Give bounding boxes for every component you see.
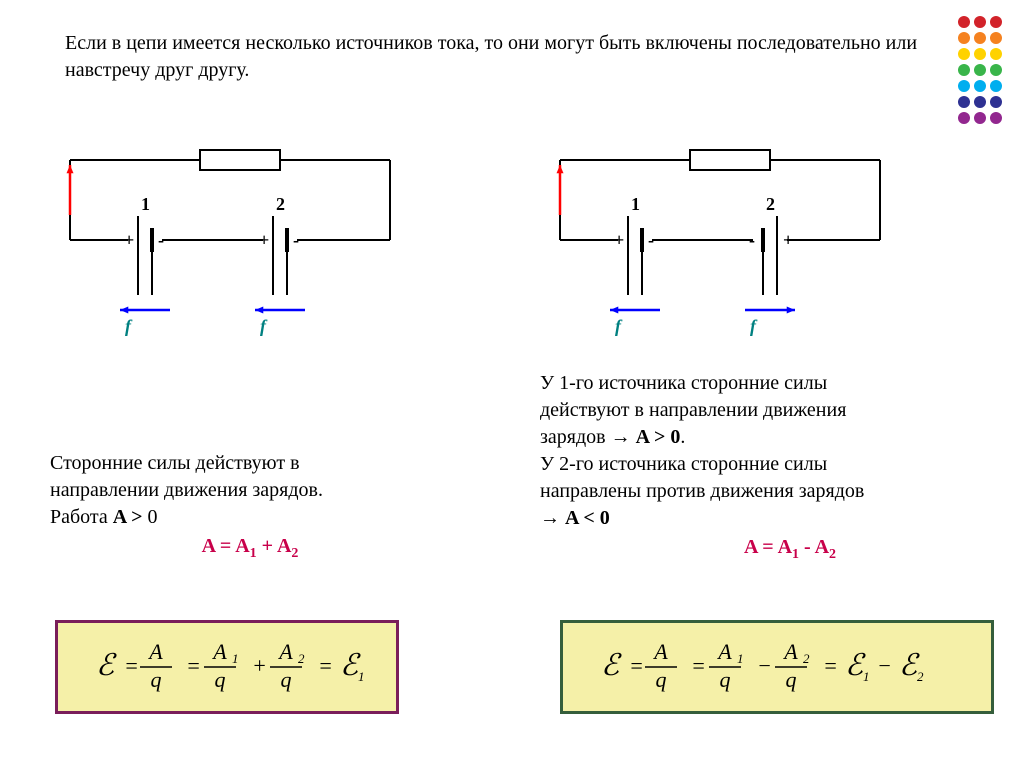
svg-text:A: A [782,639,798,664]
svg-text:2: 2 [803,651,810,666]
right-red-formula: A = A1 - A2 [580,536,1000,563]
svg-text:1: 1 [141,194,150,214]
left-column: +-1f+-2f Сторонние силы действуют внапра… [50,120,510,562]
svg-text:f: f [750,316,758,336]
left-desc: Сторонние силы действуют внаправлении дв… [50,450,510,531]
svg-text:q: q [786,667,797,692]
svg-text:q: q [215,667,226,692]
svg-text:−: − [877,653,892,678]
circuit-right: +-1f-+2f [540,140,1000,360]
svg-text:1: 1 [737,651,744,666]
svg-text:f: f [615,316,623,336]
svg-text:2: 2 [298,651,305,666]
svg-text:1: 1 [358,669,365,684]
svg-text:A: A [277,639,293,664]
svg-text:2: 2 [917,669,924,684]
svg-text:=: = [186,653,201,678]
svg-text:q: q [281,667,292,692]
svg-text:A: A [716,639,732,664]
svg-text:=: = [629,653,644,678]
svg-text:1: 1 [232,651,239,666]
svg-text:=: = [823,653,838,678]
svg-text:A: A [211,639,227,664]
left-red-formula: A = A1 + A2 [0,535,510,562]
intro-text: Если в цепи имеется несколько источников… [65,30,945,84]
svg-text:-: - [293,230,299,250]
svg-text:f: f [260,316,268,336]
svg-text:-: - [749,230,755,250]
svg-text:-: - [648,230,654,250]
svg-text:A: A [147,639,163,664]
svg-text:2: 2 [276,194,285,214]
svg-text:ℰ: ℰ [601,649,622,682]
svg-text:−: − [757,653,772,678]
circuit-left: +-1f+-2f [50,140,510,360]
corner-dots [954,12,1014,132]
svg-text:1: 1 [863,669,870,684]
svg-text:q: q [151,667,162,692]
svg-text:2: 2 [766,194,775,214]
svg-text:=: = [124,653,139,678]
svg-text:q: q [656,667,667,692]
svg-text:+: + [252,653,267,678]
svg-text:ℰ: ℰ [96,649,117,682]
right-desc: У 1-го источника сторонние силыдействуют… [540,370,1000,532]
emf-formula-box-left: ℰ=Aq=A1q+A2q=ℰ1+ℰ2 [55,620,399,714]
emf-formula-box-right: ℰ=Aq=A1q−A2q=ℰ1−ℰ2 [560,620,994,714]
svg-text:-: - [158,230,164,250]
right-column: +-1f-+2f У 1-го источника сторонние силы… [540,120,1000,563]
svg-text:f: f [125,316,133,336]
svg-text:q: q [720,667,731,692]
svg-text:+: + [124,230,134,250]
svg-text:=: = [318,653,333,678]
svg-text:+: + [783,230,793,250]
svg-text:=: = [691,653,706,678]
svg-text:A: A [652,639,668,664]
svg-text:+: + [614,230,624,250]
svg-text:1: 1 [631,194,640,214]
svg-text:+: + [259,230,269,250]
